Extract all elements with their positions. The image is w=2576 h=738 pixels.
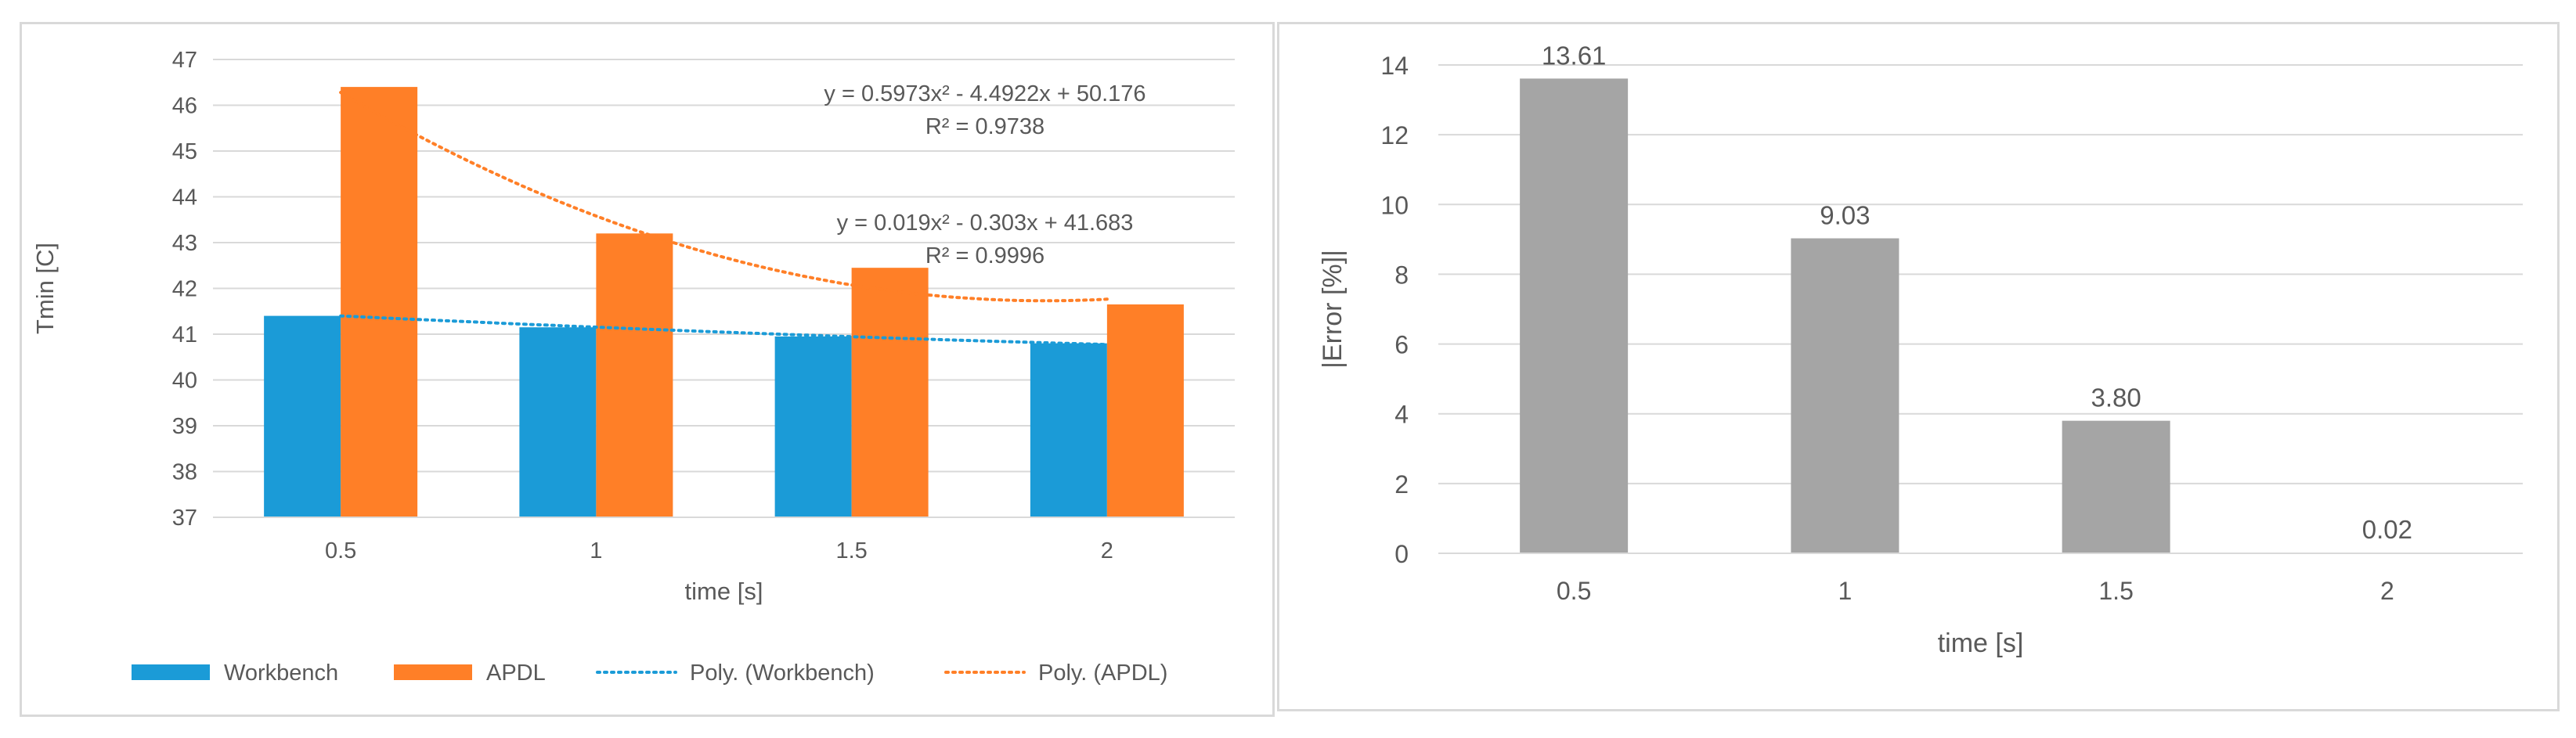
data-label: 0.02 bbox=[2362, 515, 2412, 544]
x-tick-label: 1 bbox=[1838, 577, 1852, 605]
data-label: 13.61 bbox=[1542, 41, 1607, 70]
y-tick-label: 41 bbox=[172, 322, 197, 347]
x-tick-label: 1 bbox=[590, 538, 602, 563]
bar-apdl bbox=[1106, 304, 1184, 517]
y-tick-label: 39 bbox=[172, 414, 197, 439]
y-tick-label: 6 bbox=[1394, 331, 1409, 359]
y-tick-label: 47 bbox=[172, 48, 197, 73]
y-tick-label: 45 bbox=[172, 139, 197, 164]
data-label: 3.80 bbox=[2091, 383, 2141, 412]
y-tick-label: 0 bbox=[1394, 540, 1409, 568]
bar-apdl bbox=[596, 233, 673, 517]
bar-error bbox=[1791, 238, 1900, 553]
y-tick-label: 14 bbox=[1380, 52, 1409, 80]
bar-workbench bbox=[519, 327, 597, 517]
y-tick-label: 12 bbox=[1380, 121, 1409, 149]
y-axis-title: |Error [%]| bbox=[1318, 250, 1348, 369]
x-tick-label: 0.5 bbox=[325, 538, 356, 563]
bar-error bbox=[2062, 420, 2170, 553]
bar-apdl bbox=[851, 268, 929, 517]
y-tick-label: 10 bbox=[1380, 191, 1409, 219]
y-tick-label: 8 bbox=[1394, 261, 1409, 289]
y-tick-label: 40 bbox=[172, 369, 197, 394]
trendline-r2-apdl: R² = 0.9738 bbox=[925, 114, 1044, 139]
trendline-equation-apdl: y = 0.5973x² - 4.4922x + 50.176 bbox=[824, 81, 1145, 106]
bar-workbench bbox=[1030, 343, 1107, 517]
bar-workbench bbox=[774, 336, 852, 517]
legend-label: Workbench bbox=[224, 661, 338, 686]
bar-apdl bbox=[341, 87, 418, 518]
error-chart: 0 2 4 6 8 10 12 14 13.61 9.03 3.80 0.02 0.5 1 1.5 2 time… bbox=[1318, 41, 2523, 658]
x-tick-label: 1.5 bbox=[2098, 577, 2133, 605]
legend-label: Poly. (Workbench) bbox=[690, 661, 875, 686]
y-axis-title: Tmin [C] bbox=[31, 243, 59, 334]
tmin-chart: 37 38 39 40 41 42 43 44 45 46 47 0.5 1 1.5 2 time [s] Tm… bbox=[31, 48, 1235, 686]
x-tick-label: 1.5 bbox=[835, 538, 867, 563]
data-label: 9.03 bbox=[1820, 201, 1870, 230]
x-tick-label: 0.5 bbox=[1557, 577, 1591, 605]
bar-error bbox=[1520, 78, 1629, 553]
y-tick-label: 37 bbox=[172, 506, 197, 531]
bar-workbench bbox=[264, 315, 341, 517]
y-tick-label: 4 bbox=[1394, 401, 1409, 429]
x-axis-title: time [s] bbox=[685, 578, 763, 605]
y-tick-label: 46 bbox=[172, 94, 197, 119]
y-tick-label: 43 bbox=[172, 231, 197, 256]
trendline-equation-workbench: y = 0.019x² - 0.303x + 41.683 bbox=[837, 211, 1134, 236]
legend-swatch-workbench bbox=[132, 664, 210, 680]
x-axis-title: time [s] bbox=[1938, 628, 2024, 658]
y-tick-label: 2 bbox=[1394, 470, 1409, 499]
tmin-chart-panel: 37 38 39 40 41 42 43 44 45 46 47 0.5 1 1.5 2 time [s] Tm… bbox=[20, 22, 1275, 717]
trendline-workbench bbox=[339, 314, 1109, 347]
legend-label: APDL bbox=[486, 661, 546, 686]
y-tick-label: 42 bbox=[172, 277, 197, 302]
x-tick-label: 2 bbox=[1101, 538, 1113, 563]
legend-swatch-apdl bbox=[394, 664, 472, 680]
trendline-r2-workbench: R² = 0.9996 bbox=[925, 243, 1044, 268]
legend-label: Poly. (APDL) bbox=[1038, 661, 1167, 686]
x-tick-label: 2 bbox=[2380, 577, 2394, 605]
y-tick-label: 44 bbox=[172, 185, 197, 211]
y-tick-label: 38 bbox=[172, 460, 197, 485]
trendline-apdl bbox=[339, 91, 1109, 303]
error-chart-panel: 0 2 4 6 8 10 12 14 13.61 9.03 3.80 0.02 0.5 1 1.5 2 time… bbox=[1277, 22, 2560, 711]
